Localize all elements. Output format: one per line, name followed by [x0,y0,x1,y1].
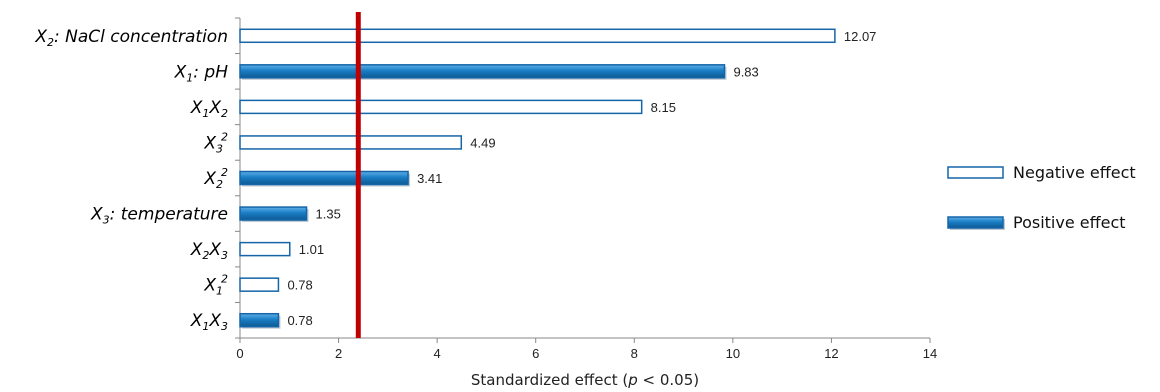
x-axis-title-suffix: < 0.05) [638,371,699,389]
category-label: X2X3 [190,240,228,262]
x-tick-label: 14 [923,346,937,361]
x-tick-label: 2 [335,346,342,361]
value-label: 0.78 [287,313,312,328]
factor-subscript: 2 [216,178,223,191]
value-label: 1.01 [299,242,324,257]
category-label: X1X2 [190,98,228,120]
x-axis-title-p: p [627,371,638,389]
factor-name: : pH [193,62,228,82]
factor-symbol: X [208,98,221,118]
value-label: 3.41 [417,171,442,186]
factor-subscript: 3 [221,320,228,333]
factor-symbol: X [190,311,203,331]
legend: Negative effect Positive effect [947,163,1136,232]
factor-name: : NaCl concentration [54,27,228,47]
factor-symbol: X [174,62,187,82]
x-tick-label: 4 [434,346,441,361]
factor-symbol: X [90,205,103,225]
factor-subscript: 2 [47,36,54,49]
factor-subscript: 2 [202,249,209,262]
value-label: 1.35 [316,207,341,222]
value-label: 9.83 [733,64,758,79]
legend-swatch-positive [947,216,1004,229]
legend-swatch-negative [947,166,1004,179]
value-label: 8.15 [651,100,676,115]
factor-subscript: 2 [221,107,228,120]
factor-subscript: 1 [202,107,209,120]
bar-negative-effect [239,99,643,115]
legend-label-positive: Positive effect [1013,213,1126,232]
category-label: X3: temperature [90,205,228,227]
legend-label-negative: Negative effect [1013,163,1136,182]
bar-positive-effect [239,206,308,221]
factor-symbol: X [203,276,216,296]
factor-superscript: 2 [221,166,228,179]
factor-symbol: X [208,311,221,331]
factor-symbol: X [190,98,203,118]
factor-name: : temperature [110,205,228,225]
bars-group: 12.07 9.83 8.15 4.49 3.41 1.35 1.01 0.78 0.78 [239,28,877,329]
factor-symbol: X [190,240,203,260]
value-label: 0.78 [287,278,312,293]
factor-superscript: 2 [221,273,228,286]
factor-symbol: X [203,133,216,153]
x-tick-label: 10 [726,346,740,361]
factor-subscript: 3 [103,214,110,227]
bar-negative-effect [239,241,291,257]
value-label: 12.07 [844,29,877,44]
bar-positive-effect [239,312,280,328]
bar-negative-effect [239,28,836,44]
factor-symbol: X [34,27,47,47]
bar-negative-effect [239,277,280,292]
bar-negative-effect [239,135,463,150]
x-ticks: 0 2 4 6 8 10 12 14 [236,338,937,361]
bar-positive-effect [239,170,409,186]
factor-subscript: 1 [186,71,193,84]
category-label: X12 [203,273,228,298]
factor-symbol: X [203,169,216,189]
value-label: 4.49 [470,135,495,150]
factor-subscript: 3 [216,142,223,155]
factor-superscript: 2 [221,130,228,143]
x-axis-title-prefix: Standardized effect ( [471,371,628,389]
factor-symbol: X [208,240,221,260]
factor-subscript: 1 [216,285,223,298]
x-axis-title: Standardized effect (p < 0.05) [471,371,699,389]
factor-subscript: 3 [221,249,228,262]
category-label: X32 [203,130,228,155]
factor-subscript: 1 [202,320,209,333]
x-tick-label: 8 [631,346,638,361]
x-tick-label: 12 [824,346,838,361]
bar-positive-effect [239,64,726,79]
category-label: X1: pH [174,62,229,84]
x-tick-label: 0 [236,346,243,361]
category-label: X2: NaCl concentration [34,27,228,49]
category-label: X1X3 [190,311,228,333]
category-label: X22 [203,166,228,191]
x-tick-label: 6 [532,346,539,361]
